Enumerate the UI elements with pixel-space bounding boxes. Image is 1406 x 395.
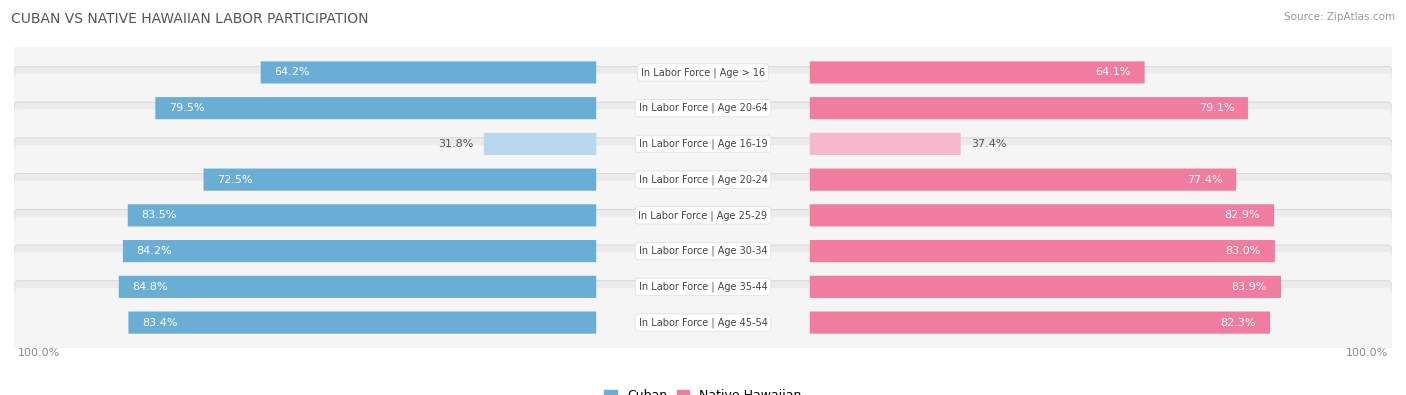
FancyBboxPatch shape [810, 133, 960, 155]
FancyBboxPatch shape [13, 138, 1393, 222]
Text: CUBAN VS NATIVE HAWAIIAN LABOR PARTICIPATION: CUBAN VS NATIVE HAWAIIAN LABOR PARTICIPA… [11, 12, 368, 26]
FancyBboxPatch shape [128, 204, 596, 226]
Text: In Labor Force | Age 45-54: In Labor Force | Age 45-54 [638, 317, 768, 328]
Text: 72.5%: 72.5% [218, 175, 253, 184]
Text: In Labor Force | Age 30-34: In Labor Force | Age 30-34 [638, 246, 768, 256]
FancyBboxPatch shape [122, 240, 596, 262]
FancyBboxPatch shape [13, 281, 1393, 365]
Text: 84.8%: 84.8% [132, 282, 169, 292]
FancyBboxPatch shape [14, 252, 1392, 322]
FancyBboxPatch shape [14, 288, 1392, 357]
Text: 79.5%: 79.5% [169, 103, 204, 113]
Text: 84.2%: 84.2% [136, 246, 173, 256]
FancyBboxPatch shape [128, 312, 596, 334]
Text: In Labor Force | Age 25-29: In Labor Force | Age 25-29 [638, 210, 768, 221]
FancyBboxPatch shape [810, 97, 1249, 119]
FancyBboxPatch shape [13, 102, 1393, 186]
FancyBboxPatch shape [810, 312, 1270, 334]
FancyBboxPatch shape [13, 209, 1393, 293]
Text: 82.3%: 82.3% [1220, 318, 1256, 327]
FancyBboxPatch shape [13, 30, 1393, 114]
Text: 37.4%: 37.4% [972, 139, 1007, 149]
FancyBboxPatch shape [14, 181, 1392, 250]
FancyBboxPatch shape [14, 73, 1392, 143]
FancyBboxPatch shape [810, 61, 1144, 83]
FancyBboxPatch shape [484, 133, 596, 155]
Text: 31.8%: 31.8% [439, 139, 474, 149]
FancyBboxPatch shape [13, 173, 1393, 257]
FancyBboxPatch shape [13, 66, 1393, 150]
Text: 100.0%: 100.0% [17, 348, 59, 357]
FancyBboxPatch shape [810, 240, 1275, 262]
FancyBboxPatch shape [810, 276, 1281, 298]
Text: 83.0%: 83.0% [1226, 246, 1261, 256]
Text: 64.2%: 64.2% [274, 68, 309, 77]
FancyBboxPatch shape [14, 109, 1392, 179]
Text: 83.4%: 83.4% [142, 318, 177, 327]
Text: In Labor Force | Age 16-19: In Labor Force | Age 16-19 [638, 139, 768, 149]
Text: In Labor Force | Age 35-44: In Labor Force | Age 35-44 [638, 282, 768, 292]
FancyBboxPatch shape [14, 145, 1392, 214]
FancyBboxPatch shape [14, 38, 1392, 107]
FancyBboxPatch shape [13, 245, 1393, 329]
Text: 82.9%: 82.9% [1225, 211, 1260, 220]
Text: 79.1%: 79.1% [1199, 103, 1234, 113]
Text: In Labor Force | Age 20-64: In Labor Force | Age 20-64 [638, 103, 768, 113]
Text: 77.4%: 77.4% [1187, 175, 1222, 184]
Text: 100.0%: 100.0% [1347, 348, 1389, 357]
FancyBboxPatch shape [810, 204, 1274, 226]
Text: 64.1%: 64.1% [1095, 68, 1130, 77]
FancyBboxPatch shape [810, 169, 1236, 191]
FancyBboxPatch shape [118, 276, 596, 298]
Legend: Cuban, Native Hawaiian: Cuban, Native Hawaiian [599, 384, 807, 395]
Text: Source: ZipAtlas.com: Source: ZipAtlas.com [1284, 12, 1395, 22]
FancyBboxPatch shape [14, 216, 1392, 286]
FancyBboxPatch shape [155, 97, 596, 119]
FancyBboxPatch shape [260, 61, 596, 83]
Text: 83.9%: 83.9% [1232, 282, 1267, 292]
Text: 83.5%: 83.5% [142, 211, 177, 220]
Text: In Labor Force | Age 20-24: In Labor Force | Age 20-24 [638, 174, 768, 185]
Text: In Labor Force | Age > 16: In Labor Force | Age > 16 [641, 67, 765, 78]
FancyBboxPatch shape [204, 169, 596, 191]
